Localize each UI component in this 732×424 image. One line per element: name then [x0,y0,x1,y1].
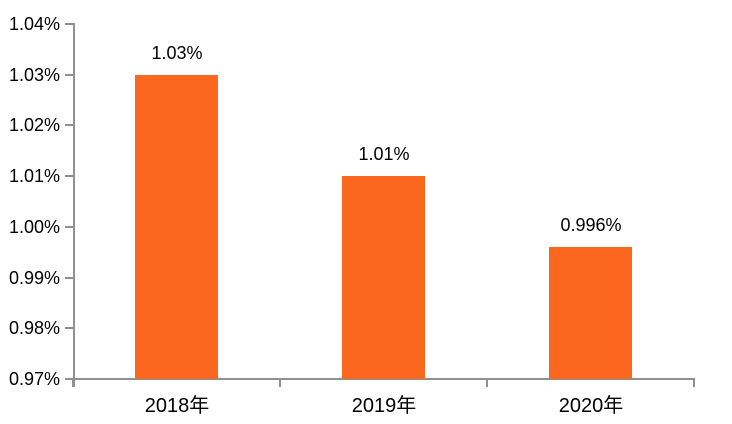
x-category-label: 2018年 [144,395,210,417]
y-tick-label: 1.02% [8,115,60,136]
bar-2018年 [135,75,218,379]
bar-value-label: 1.03% [151,43,203,63]
bar-value-label: 1.01% [358,144,410,164]
x-axis-line [73,378,695,380]
x-tick-mark [279,379,281,387]
y-tick-mark [65,378,73,380]
y-tick-mark [65,175,73,178]
y-tick-mark [65,124,73,127]
y-tick-label: 0.99% [8,267,60,288]
y-tick-mark [65,276,73,279]
y-tick-label: 1.01% [8,166,60,187]
x-tick-mark [693,379,695,387]
y-tick-label: 0.98% [8,318,60,339]
x-category-label: 2020年 [558,395,624,417]
y-tick-label: 1.00% [8,216,60,237]
y-tick-label: 1.04% [8,14,60,34]
x-tick-mark [486,379,488,387]
bar-2019年 [342,176,425,379]
y-tick-mark [65,73,73,76]
y-tick-mark [65,327,73,330]
bar-2020年 [549,247,632,379]
y-tick-mark [65,225,73,228]
y-tick-mark [65,23,73,25]
y-axis-line [73,23,75,387]
bar-value-label: 0.996% [560,215,622,235]
x-tick-mark [72,379,74,387]
x-category-label: 2019年 [351,395,417,417]
y-tick-label: 1.03% [8,64,60,85]
y-tick-label: 0.97% [8,369,60,389]
